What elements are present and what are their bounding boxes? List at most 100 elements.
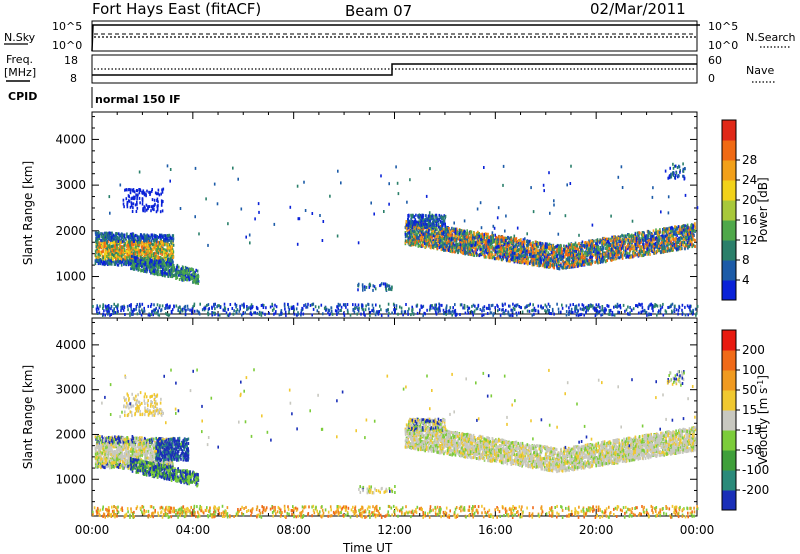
echo-cell	[117, 255, 119, 259]
nave-tick-low: 0	[708, 72, 715, 85]
echo-cell	[112, 233, 115, 237]
echo-cell	[145, 194, 147, 198]
echo-cell	[113, 236, 116, 240]
echo-cell	[157, 235, 159, 239]
echo-cell	[622, 251, 625, 254]
echo-cell	[151, 252, 153, 256]
echo-cell	[147, 234, 150, 238]
echo-cell	[674, 225, 676, 229]
echo-cell	[111, 231, 113, 235]
echo-cell	[192, 276, 194, 280]
echo-cell	[126, 232, 128, 236]
echo-cell	[139, 259, 142, 263]
echo-cell	[197, 275, 200, 278]
echo-cell	[136, 258, 139, 262]
echo-cell	[171, 249, 173, 253]
echo-cell	[156, 237, 159, 241]
echo-cell	[107, 256, 110, 260]
echo-cell	[196, 269, 199, 273]
echo-cell	[99, 244, 101, 248]
echo-cell	[167, 263, 170, 267]
echo-cell	[693, 229, 696, 233]
echo-cell	[126, 234, 128, 238]
echo-cell	[169, 254, 171, 258]
echo-cell	[124, 255, 126, 259]
echo-cell	[162, 200, 164, 203]
echo-cell	[103, 233, 106, 237]
echo-cell	[661, 230, 664, 234]
echo-cell	[130, 202, 133, 206]
nave-tick-high: 60	[708, 54, 722, 67]
echo-cell	[94, 231, 97, 235]
echo-cell	[635, 246, 637, 250]
echo-cell	[123, 243, 125, 247]
echo-cell	[485, 232, 488, 236]
echo-cell	[195, 268, 197, 272]
echo-cell	[111, 244, 114, 248]
echo-cell	[134, 252, 137, 256]
echo-cell	[636, 253, 638, 257]
echo-cell	[123, 262, 126, 266]
echo-cell	[152, 204, 155, 208]
echo-cell	[140, 245, 143, 249]
echo-cell	[138, 241, 140, 245]
y-tick-label: 3000	[55, 178, 86, 192]
echo-cell	[128, 199, 131, 203]
echo-cell	[112, 246, 115, 250]
echo-cell	[141, 199, 144, 203]
echo-cell	[122, 198, 125, 202]
echo-cell	[153, 257, 156, 261]
echo-cell	[123, 205, 125, 209]
echo-cell	[129, 247, 132, 251]
echo-cell	[676, 237, 679, 241]
echo-cell	[146, 260, 148, 264]
echo-cell	[133, 254, 135, 258]
y-tick-label: 2000	[55, 224, 86, 238]
colorbar-swatch	[722, 200, 736, 221]
echo-cell	[155, 243, 158, 247]
echo-cell	[150, 242, 153, 246]
echo-cell	[119, 243, 121, 247]
echo-cell	[96, 234, 98, 238]
echo-cell	[161, 247, 163, 251]
echo-cell	[136, 251, 139, 254]
echo-cell	[159, 240, 161, 244]
echo-cell	[97, 258, 100, 262]
echo-cell	[132, 189, 134, 193]
echo-cell	[110, 247, 113, 251]
echo-cell	[139, 237, 141, 241]
echo-cell	[121, 260, 124, 264]
echo-cell	[98, 255, 101, 259]
echo-cell	[159, 248, 161, 252]
echo-cell	[170, 250, 172, 254]
echo-cell	[125, 254, 128, 258]
echo-cell	[120, 254, 123, 258]
echo-cell	[144, 238, 147, 242]
echo-cell	[172, 250, 175, 254]
echo-cell	[114, 252, 117, 256]
echo-cell	[161, 251, 164, 255]
echo-cell	[146, 239, 148, 243]
echo-cell	[98, 252, 100, 256]
echo-cell	[104, 231, 107, 235]
echo-cell	[166, 237, 168, 241]
echo-cell	[172, 239, 174, 243]
echo-cell	[433, 239, 436, 243]
echo-cell	[154, 191, 157, 195]
echo-cell	[627, 239, 629, 242]
echo-cell	[138, 191, 141, 195]
echo-cell	[551, 247, 554, 250]
echo-cell	[117, 250, 119, 254]
echo-cell	[102, 235, 105, 239]
echo-cell	[98, 245, 101, 249]
echo-cell	[100, 238, 102, 242]
echo-cell	[161, 241, 163, 245]
echo-cell	[110, 260, 112, 264]
echo-cell	[462, 232, 464, 236]
echo-cell	[120, 260, 123, 264]
echo-cell	[112, 238, 115, 242]
echo-cell	[131, 233, 133, 237]
echo-cell	[136, 244, 138, 247]
echo-cell	[128, 240, 130, 244]
echo-cell	[157, 254, 159, 258]
